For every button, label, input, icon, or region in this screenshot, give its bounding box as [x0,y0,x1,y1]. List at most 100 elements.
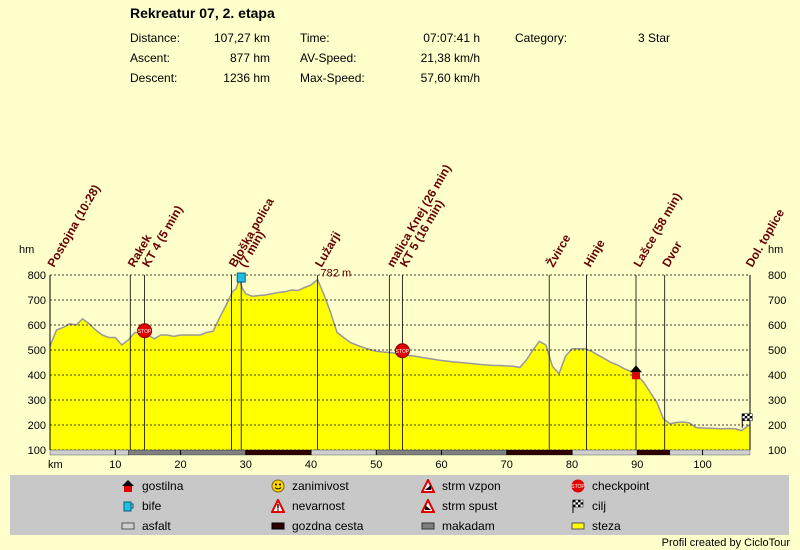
legend-item-steza: steza [570,519,621,533]
y-tick-label-right: 200 [768,420,786,432]
cilj-icon-check [742,418,745,421]
category-value: 3 Star [638,31,671,45]
y-tick-label-right: 600 [768,320,786,332]
ascent-label: Ascent: [130,51,171,65]
checkered-flag-icon [570,499,586,513]
y-tick-label-left: 200 [28,420,46,432]
legend-label: steza [592,519,621,533]
x-tick-label: 100 [693,459,711,471]
surface-segment [310,449,377,456]
legend-item-cilj: cilj [570,499,606,513]
profile-line [49,277,751,432]
cilj-icon-check [742,413,745,417]
x-tick-label: 40 [305,459,317,471]
surface-segment [245,449,312,456]
x-tick-label: 20 [174,459,186,471]
legend-item-asfalt: asfalt [120,519,171,533]
legend-item-bife: bife [120,499,161,513]
maxspeed-label: Max-Speed: [300,71,365,85]
avspeed-value: 21,38 km/h [420,51,480,65]
legend-item-checkpoint: STOP checkpoint [570,479,649,493]
y-tick-label-left: 100 [28,445,46,457]
cup-icon [120,499,136,513]
y-tick-label-left: 400 [28,370,46,382]
legend-label: makadam [442,519,495,533]
gostilna-icon-body [631,372,640,380]
y-axis-label-right: hm [768,244,783,256]
y-tick-label-right: 800 [768,270,786,282]
elevation-profile-chart: 100 100 200 200 300 300 400 400 500 500 600 600 700 7… [19,162,788,471]
bife-icon [236,272,246,283]
stop-icon: STOP [570,479,586,493]
legend-item-strm-spust: strm spust [420,499,497,513]
makadam-swatch [420,519,436,533]
waypoint-label: Dvor [659,239,685,270]
waypoint-label: malica Knej (26 min) [384,162,454,269]
y-tick-label-left: 600 [28,320,46,332]
legend-label: cilj [592,499,606,513]
avspeed-label: AV-Speed: [300,51,357,65]
waypoint-label: Lužarji [312,229,343,269]
y-tick-label-left: 700 [28,295,46,307]
page-title: Rekreatur 07, 2. etapa [130,5,275,21]
legend-label: gostilna [142,479,184,493]
surface-segment [506,449,573,456]
checkpoint-icon-text: STOP [396,349,410,355]
waypoint-label: Žvirce [543,231,574,269]
y-tick-label-right: 400 [768,370,786,382]
danger-icon [270,499,286,513]
steep-descent-icon [420,499,436,513]
gostilna-icon [120,479,136,493]
legend-label: strm spust [442,499,498,513]
time-value: 07:07:41 h [423,31,480,45]
x-tick-label: 10 [109,459,121,471]
steep-climb-icon [420,479,436,493]
category-label: Category: [515,31,568,45]
surface-segment [637,449,671,456]
legend: gostilna zanimivost strm vzpon STOP chec… [10,475,789,535]
x-axis-label: km [48,459,63,471]
descent-value: 1236 hm [223,71,270,85]
ascent-value: 877 hm [229,51,270,65]
x-tick-label: 80 [566,459,578,471]
descent-label: Descent: [130,71,178,85]
waypoint-label: Dol. toplice [743,206,788,269]
y-tick-label-right: 300 [768,395,786,407]
x-tick-label: 70 [501,459,513,471]
legend-label: bife [142,499,162,513]
cilj-icon-check [744,416,748,419]
checkpoint-icon [137,323,153,339]
steza-swatch [570,519,586,533]
asfalt-swatch [120,519,136,533]
svg-text:STOP: STOP [571,484,585,490]
y-tick-label-right: 700 [768,295,786,307]
gozdna-cesta-swatch [270,519,286,533]
surface-segment [669,449,751,456]
checkpoint-icon [394,343,410,359]
surface-segment [49,449,129,456]
credit-text: Profil created by CicloTour [661,537,790,549]
legend-item-zanimivost: zanimivost [270,479,349,493]
checkpoint-icon-text: STOP [138,329,152,335]
legend-item-nevarnost: nevarnost [270,499,345,513]
maxspeed-value: 57,60 km/h [420,71,480,85]
legend-item-makadam: makadam [420,519,495,533]
y-tick-label-right: 500 [768,345,786,357]
y-tick-label-left: 800 [28,270,46,282]
x-tick-label: 60 [435,459,447,471]
y-axis-label-left: hm [19,244,34,256]
distance-label: Distance: [130,31,181,45]
cilj-icon-check [747,413,750,417]
legend-item-strm-vzpon: strm vzpon [420,479,501,493]
legend-label: zanimivost [292,479,349,493]
x-tick-label: 30 [240,459,252,471]
gostilna-icon [629,365,642,373]
legend-item-gostilna: gostilna [120,479,183,493]
y-tick-label-left: 300 [28,395,46,407]
y-tick-label-left: 500 [28,345,46,357]
legend-label: nevarnost [292,499,345,513]
time-label: Time: [300,31,330,45]
legend-label: gozdna cesta [292,519,364,533]
surface-segment [128,449,246,456]
profile-area [50,279,750,450]
